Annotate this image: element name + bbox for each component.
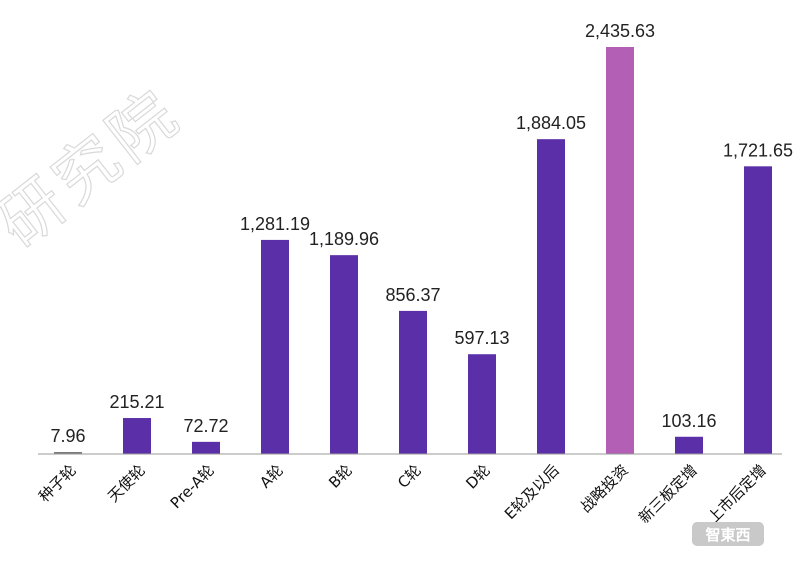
category-labels: 种子轮 天使轮 Pre-A轮 A轮 B轮 C轮 D轮 E轮及以后 战略投资 新三板定增 上市后定增	[35, 461, 770, 527]
data-label: 597.13	[454, 328, 509, 348]
category-tick-label: D轮	[462, 461, 494, 493]
bar	[675, 436, 703, 454]
logo-text: 智東西	[705, 526, 750, 544]
watermark-text: 研究院	[0, 75, 195, 263]
watermark: 研究院	[0, 74, 196, 263]
category-tick-label: C轮	[394, 461, 425, 492]
bar	[399, 310, 427, 454]
bars	[54, 47, 772, 455]
bar	[54, 452, 82, 454]
logo-badge	[692, 522, 764, 546]
category-tick-label: B轮	[325, 461, 356, 492]
category-tick-label: Pre-A轮	[167, 461, 218, 512]
category-tick-label: 新三板定增	[635, 461, 701, 527]
data-label: 72.72	[183, 416, 228, 436]
category-tick-label: 上市后定增	[704, 461, 770, 527]
data-label: 103.16	[661, 411, 716, 431]
category-tick-label: 种子轮	[35, 461, 80, 506]
bar	[606, 47, 634, 454]
data-label: 2,435.63	[585, 21, 655, 41]
value-labels: 7.96 215.21 72.72 1,281.191,189.96 856.37 597…	[50, 21, 793, 446]
category-tick-label: 战略投资	[577, 461, 632, 516]
category-tick-label: 天使轮	[104, 461, 149, 506]
data-label: 1,884.05	[516, 113, 586, 133]
data-label: 1,281.19	[240, 214, 310, 234]
bar	[261, 239, 289, 454]
category-tick-label: E轮及以后	[501, 461, 563, 523]
bar	[192, 441, 220, 454]
category-tick-label: A轮	[256, 461, 287, 492]
bar	[330, 255, 358, 454]
bar	[468, 354, 496, 454]
bar	[744, 166, 772, 455]
data-label: 215.21	[109, 392, 164, 412]
data-label: 856.37	[385, 285, 440, 305]
brand-logo: 智東西	[692, 522, 764, 546]
bar	[537, 139, 565, 455]
data-label: 1,721.65	[723, 140, 793, 160]
data-label: 7.96	[50, 426, 85, 446]
data-label: 1,189.96	[309, 229, 379, 249]
bar	[123, 418, 151, 454]
